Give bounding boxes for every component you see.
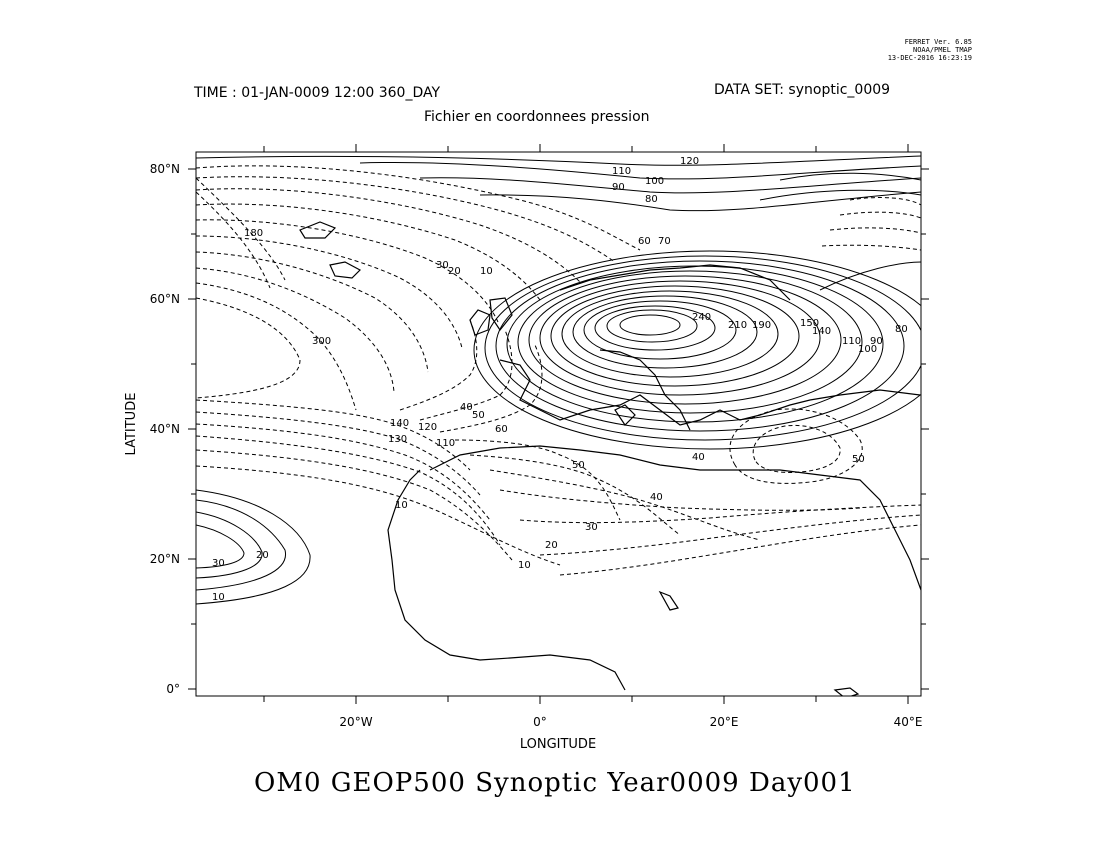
contour-label: 40 xyxy=(460,402,473,413)
contour-label: 60 xyxy=(638,236,651,247)
contour-label: 40 xyxy=(650,492,663,503)
contour-label: 130 xyxy=(388,434,407,445)
contour-label: 10 xyxy=(480,266,493,277)
plot-subtitle: Fichier en coordonnees pression xyxy=(424,109,650,125)
axis-ticks xyxy=(188,144,929,704)
contour-label: 20 xyxy=(545,540,558,551)
contour-label: 70 xyxy=(658,236,671,247)
solid-contours xyxy=(196,155,921,605)
contour-label: 150 xyxy=(800,318,819,329)
contour-label: 30 xyxy=(585,522,598,533)
contour-label: 50 xyxy=(852,454,865,465)
longitude-tick-labels: 20°W 0° 20°E 40°E xyxy=(339,715,922,729)
contour-label: 240 xyxy=(692,312,711,323)
contour-label: 100 xyxy=(858,344,877,355)
x-axis-title: LONGITUDE xyxy=(520,737,596,752)
contour-label: 180 xyxy=(244,228,263,239)
credit-line-date: 13-DEC-2016 16:23:19 xyxy=(887,54,972,62)
contour-label: 90 xyxy=(870,336,883,347)
contour-label: 190 xyxy=(752,320,771,331)
coastlines xyxy=(299,221,921,696)
contour-label: 110 xyxy=(842,336,861,347)
credit-line-org: NOAA/PMEL TMAP xyxy=(912,46,972,54)
contour-label: 30 xyxy=(436,260,449,271)
lon-tick-label: 20°E xyxy=(710,715,739,729)
contour-label: 40 xyxy=(692,452,705,463)
contour-label: 300 xyxy=(312,336,331,347)
contour-label: 80 xyxy=(645,194,658,205)
contour-label: 10 xyxy=(212,592,225,603)
contour-label: 120 xyxy=(418,422,437,433)
y-axis-title: LATITUDE xyxy=(124,393,139,456)
contour-label: 60 xyxy=(495,424,508,435)
contour-value-labels: 120 110 100 90 80 70 60 180 300 140 130 … xyxy=(212,156,908,603)
dashed-contours xyxy=(196,165,921,576)
lon-tick-label: 0° xyxy=(533,715,547,729)
lon-tick-label: 40°E xyxy=(894,715,923,729)
contour-label: 140 xyxy=(812,326,831,337)
credit-line-version: FERRET Ver. 6.85 xyxy=(904,38,972,46)
dataset-label: DATA SET: synoptic_0009 xyxy=(714,82,891,98)
contour-label: 110 xyxy=(436,438,455,449)
time-label: TIME : 01-JAN-0009 12:00 360_DAY xyxy=(194,85,441,101)
contour-label: 100 xyxy=(645,176,664,187)
contour-label: 120 xyxy=(680,156,699,167)
contour-label: 50 xyxy=(472,410,485,421)
contour-label: 50 xyxy=(572,460,585,471)
contour-label: 110 xyxy=(612,166,631,177)
contour-label: 90 xyxy=(612,182,625,193)
contour-label: 140 xyxy=(390,418,409,429)
contour-label: 10 xyxy=(518,560,531,571)
contour-label: 30 xyxy=(212,558,225,569)
contour-label: 10 xyxy=(395,500,408,511)
lat-tick-label: 60°N xyxy=(150,292,180,306)
plot-frame xyxy=(195,151,922,697)
contour-label: 20 xyxy=(256,550,269,561)
ferret-credits: FERRET Ver. 6.85 NOAA/PMEL TMAP 13-DEC-2… xyxy=(840,38,972,62)
lat-tick-label: 0° xyxy=(166,682,180,696)
contour-field xyxy=(196,155,921,696)
lat-tick-label: 80°N xyxy=(150,162,180,176)
latitude-tick-labels: 80°N 60°N 40°N 20°N 0° xyxy=(150,162,180,696)
lat-tick-label: 20°N xyxy=(150,552,180,566)
lat-tick-label: 40°N xyxy=(150,422,180,436)
lon-tick-label: 20°W xyxy=(339,715,372,729)
contour-label: 210 xyxy=(728,320,747,331)
contour-label: 80 xyxy=(895,324,908,335)
contour-label: 20 xyxy=(448,266,461,277)
figure-title: OM0 GEOP500 Synoptic Year0009 Day001 xyxy=(254,768,856,798)
